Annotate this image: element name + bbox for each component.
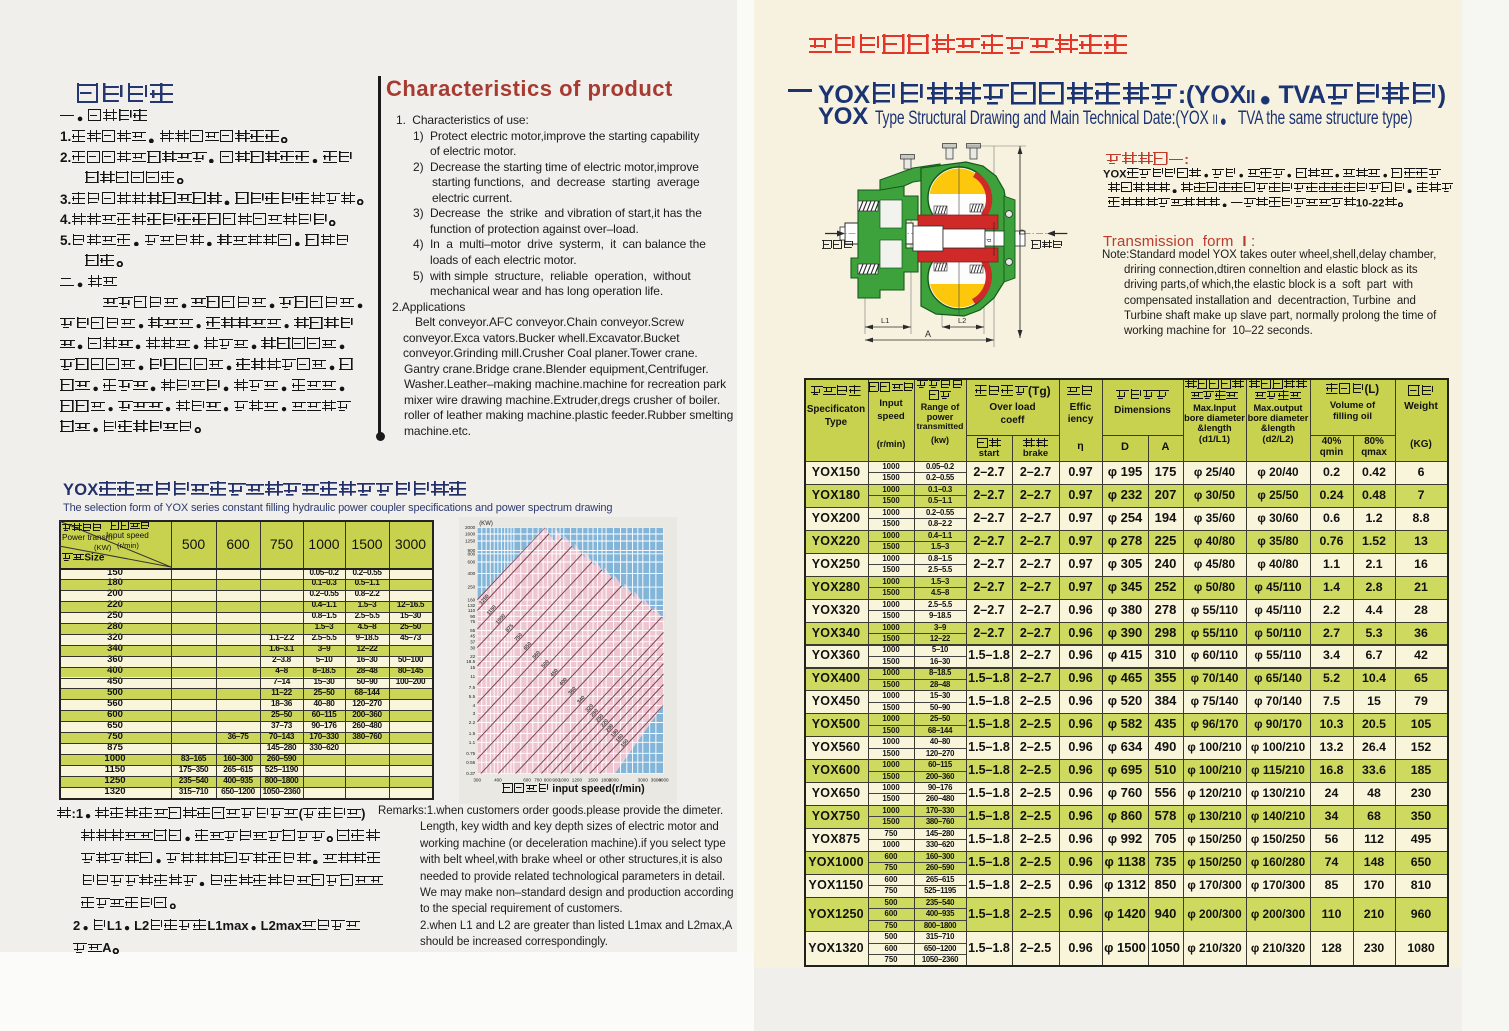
svg-text:5.5: 5.5 xyxy=(469,694,476,699)
svg-text:D: D xyxy=(1018,229,1027,235)
svg-text:132: 132 xyxy=(468,603,476,608)
svg-text:320: 320 xyxy=(585,703,595,714)
svg-text:(KW): (KW) xyxy=(479,521,493,527)
svg-text:0.75: 0.75 xyxy=(466,751,475,756)
svg-text:75: 75 xyxy=(470,619,476,624)
svg-text:800: 800 xyxy=(468,551,476,556)
svg-text:400: 400 xyxy=(494,778,502,783)
svg-text:800: 800 xyxy=(544,778,552,783)
svg-text:280: 280 xyxy=(590,708,600,719)
svg-text:A: A xyxy=(925,329,931,339)
svg-text:1.5: 1.5 xyxy=(469,731,476,736)
svg-text:3000: 3000 xyxy=(638,778,649,783)
svg-text:300: 300 xyxy=(473,778,481,783)
svg-text:1000: 1000 xyxy=(559,778,570,783)
svg-text:2000: 2000 xyxy=(608,778,619,783)
svg-text:700: 700 xyxy=(534,778,542,783)
svg-text:1600: 1600 xyxy=(465,532,476,537)
svg-text:11: 11 xyxy=(470,674,475,679)
svg-text:400: 400 xyxy=(468,571,476,576)
svg-text:900: 900 xyxy=(552,778,560,783)
svg-text:4000: 4000 xyxy=(658,778,669,783)
svg-text:400: 400 xyxy=(558,677,568,688)
svg-text:d: d xyxy=(987,239,993,242)
svg-text:360: 360 xyxy=(567,686,577,697)
svg-text:22: 22 xyxy=(470,654,476,659)
svg-text:2000: 2000 xyxy=(465,525,476,530)
svg-text:1.1: 1.1 xyxy=(469,740,476,745)
svg-text:3: 3 xyxy=(473,711,476,716)
svg-text:2.2: 2.2 xyxy=(469,720,476,725)
svg-text:0.37: 0.37 xyxy=(466,771,475,776)
svg-text:1200: 1200 xyxy=(572,778,583,783)
svg-text:4: 4 xyxy=(473,703,476,708)
svg-text:160: 160 xyxy=(468,598,476,603)
svg-text:90: 90 xyxy=(470,614,476,619)
svg-text:1800: 1800 xyxy=(601,778,612,783)
svg-text:160: 160 xyxy=(615,733,625,744)
svg-text:1500: 1500 xyxy=(588,778,599,783)
svg-text:650: 650 xyxy=(523,641,533,652)
svg-text:55: 55 xyxy=(470,628,476,633)
svg-text:0.55: 0.55 xyxy=(466,760,475,765)
svg-text:250: 250 xyxy=(468,585,476,590)
svg-text:180: 180 xyxy=(610,728,620,739)
svg-text:45: 45 xyxy=(470,634,476,639)
svg-text:875: 875 xyxy=(505,623,515,634)
svg-text:450: 450 xyxy=(549,668,559,679)
svg-text:3600: 3600 xyxy=(651,778,662,783)
svg-text:18.5: 18.5 xyxy=(466,659,475,664)
svg-text:900: 900 xyxy=(468,548,476,553)
svg-text:200: 200 xyxy=(605,723,615,734)
svg-text:110: 110 xyxy=(468,608,476,613)
svg-text:L2: L2 xyxy=(958,316,966,325)
svg-text:150: 150 xyxy=(620,738,630,749)
svg-text:560: 560 xyxy=(532,650,542,661)
svg-text:500: 500 xyxy=(541,659,551,670)
svg-text:1250: 1250 xyxy=(465,539,476,544)
svg-text:L1: L1 xyxy=(881,316,889,325)
svg-text:7.5: 7.5 xyxy=(469,685,476,690)
svg-text:30: 30 xyxy=(470,645,476,650)
svg-text:340: 340 xyxy=(576,695,586,706)
svg-text:600: 600 xyxy=(523,778,531,783)
svg-text:220: 220 xyxy=(600,718,610,729)
svg-text:15: 15 xyxy=(470,665,476,670)
svg-text:250: 250 xyxy=(595,713,605,724)
svg-text:750: 750 xyxy=(514,632,524,643)
svg-text:37: 37 xyxy=(470,639,476,644)
svg-text:600: 600 xyxy=(468,560,476,565)
